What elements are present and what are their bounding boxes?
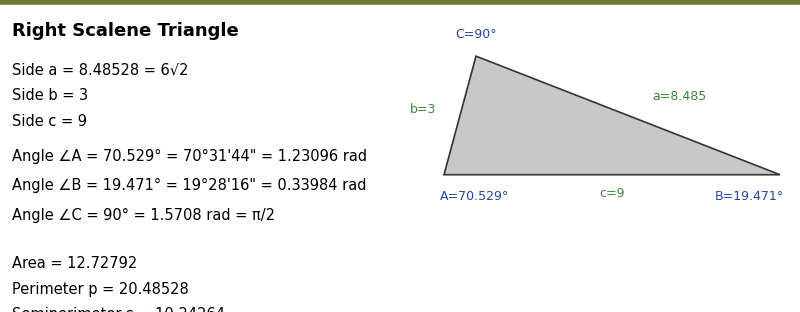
Text: Side b = 3: Side b = 3 <box>12 88 88 103</box>
Text: c=9: c=9 <box>599 187 625 200</box>
Text: Right Scalene Triangle: Right Scalene Triangle <box>12 22 238 40</box>
Text: b=3: b=3 <box>410 103 436 116</box>
Text: B=19.471°: B=19.471° <box>715 190 784 203</box>
Polygon shape <box>444 56 780 175</box>
Text: Area = 12.72792: Area = 12.72792 <box>12 256 138 271</box>
Text: Perimeter p = 20.48528: Perimeter p = 20.48528 <box>12 282 189 297</box>
Text: Angle ∠C = 90° = 1.5708 rad = π/2: Angle ∠C = 90° = 1.5708 rad = π/2 <box>12 208 275 223</box>
Text: C=90°: C=90° <box>455 27 497 41</box>
Text: Semiperimeter s = 10.24264: Semiperimeter s = 10.24264 <box>12 307 225 312</box>
Text: Side c = 9: Side c = 9 <box>12 114 87 129</box>
Text: Side a = 8.48528 = 6√2: Side a = 8.48528 = 6√2 <box>12 62 189 77</box>
Text: Angle ∠A = 70.529° = 70°31'44" = 1.23096 rad: Angle ∠A = 70.529° = 70°31'44" = 1.23096… <box>12 149 367 163</box>
Text: a=8.485: a=8.485 <box>652 90 706 103</box>
Text: Angle ∠B = 19.471° = 19°28'16" = 0.33984 rad: Angle ∠B = 19.471° = 19°28'16" = 0.33984… <box>12 178 366 193</box>
Text: A=70.529°: A=70.529° <box>440 190 510 203</box>
